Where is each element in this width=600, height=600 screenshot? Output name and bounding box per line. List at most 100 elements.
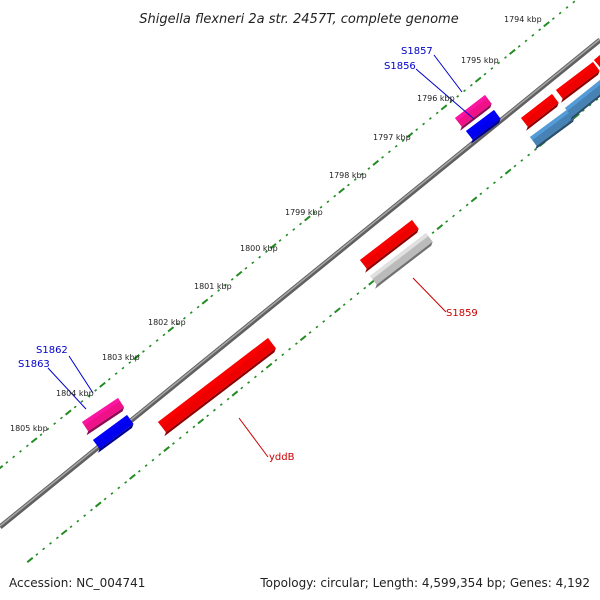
tick-label-1804: 1804 kbp — [56, 389, 94, 398]
gene-s1862-highlight — [82, 398, 121, 426]
tick-label-1799: 1799 kbp — [285, 208, 323, 217]
inner-track-tick — [76, 519, 80, 523]
inner-track-tick — [219, 403, 223, 407]
gene-label-yddB[interactable]: yddB — [269, 452, 295, 463]
gene-s1863[interactable] — [93, 415, 134, 453]
inner-track-tick — [465, 203, 469, 207]
outer-track-tick — [25, 444, 29, 448]
outer-track-tick — [99, 381, 106, 388]
gene-steel-a-face — [530, 109, 575, 146]
inner-track-tick — [520, 159, 524, 162]
inner-track-tick — [436, 224, 444, 231]
inner-track-tick — [253, 375, 257, 379]
outer-track-tick — [312, 211, 316, 215]
callout-lines — [47, 54, 475, 458]
inner-track-tick — [445, 220, 449, 223]
outer-track-tick — [189, 311, 193, 315]
gene-steel-b[interactable] — [565, 80, 600, 121]
gene-red-mid-shadow — [365, 228, 419, 273]
outer-track-tick — [372, 159, 380, 166]
outer-track-tick — [258, 255, 262, 259]
tick-label-1798: 1798 kbp — [329, 171, 367, 180]
gene-red-b-highlight — [556, 62, 596, 94]
gene-red-mid[interactable] — [360, 220, 419, 273]
gene-label-s1857[interactable]: S1857 — [401, 46, 433, 57]
tick-label-1805: 1805 kbp — [10, 424, 48, 433]
gene-label-s1863[interactable]: S1863 — [18, 359, 50, 370]
outer-track-tick — [80, 400, 84, 403]
inner-track-tick — [294, 342, 298, 346]
outer-track-tick — [39, 433, 43, 437]
outer-track-tick — [508, 48, 516, 55]
gene-steel-a[interactable] — [530, 109, 575, 150]
inner-track-tick — [504, 168, 512, 175]
outer-track-tick — [19, 449, 22, 453]
inner-track-tick — [486, 186, 490, 190]
outer-track-tick — [53, 422, 57, 426]
gene-label-s1862[interactable]: S1862 — [36, 345, 68, 356]
gene-red-a-highlight — [521, 94, 555, 121]
inner-track-tick — [308, 331, 312, 334]
outer-track-tick — [64, 409, 72, 416]
inner-track-tick — [342, 303, 346, 307]
callout-line-s1862 — [68, 355, 94, 394]
outer-track-tick — [196, 305, 200, 309]
inner-track-tick — [137, 469, 141, 473]
outer-track-tick — [94, 388, 98, 392]
outer-track-tick — [333, 194, 337, 198]
gene-yddB-face — [158, 338, 276, 433]
outer-track-tick — [46, 427, 50, 431]
outer-track-tick — [162, 333, 166, 337]
outer-track-tick — [217, 289, 221, 292]
outer-track-tick — [114, 372, 118, 376]
inner-track-tick — [513, 164, 517, 168]
gene-steel-a-shadow — [535, 117, 575, 150]
inner-track-tick — [288, 347, 291, 351]
outer-track-tick — [367, 167, 371, 170]
outer-track-tick — [415, 128, 419, 131]
gene-s1862[interactable] — [82, 398, 125, 436]
inner-track-tick — [83, 514, 87, 518]
outer-track-tick — [497, 61, 501, 65]
outer-track-tick — [30, 437, 38, 444]
inner-track-tick — [329, 314, 332, 318]
callout-line-yddB — [238, 417, 269, 458]
inner-track-tick — [117, 486, 121, 490]
outer-track-tick — [319, 205, 323, 209]
gene-s1862-face — [82, 398, 125, 432]
inner-track-tick — [479, 192, 483, 196]
gene-s1857-highlight — [455, 95, 488, 122]
gene-yddB[interactable] — [158, 338, 276, 437]
outer-track-tick — [183, 316, 186, 320]
outer-track-tick — [543, 21, 550, 28]
outer-track-tick — [474, 76, 482, 83]
inner-track-tick — [35, 553, 39, 556]
gene-label-s1859[interactable]: S1859 — [446, 308, 478, 319]
outer-track-tick — [210, 294, 214, 298]
gene-s1859[interactable] — [370, 233, 433, 289]
gene-red-b[interactable] — [556, 62, 600, 103]
gene-s1856-highlight — [466, 110, 497, 135]
outer-track-tick — [60, 416, 63, 420]
outer-track-tick — [12, 455, 16, 459]
gene-red-c-highlight — [594, 55, 600, 63]
tick-label-1794: 1794 kbp — [504, 15, 542, 24]
gene-red-a[interactable] — [521, 94, 559, 131]
inner-track-tick — [247, 381, 250, 384]
outer-track-tick — [304, 215, 311, 222]
inner-track-tick — [172, 442, 175, 445]
outer-track-tick — [251, 261, 255, 265]
gene-s1857[interactable] — [455, 95, 492, 131]
inner-track-tick — [94, 501, 102, 508]
gene-label-s1856[interactable]: S1856 — [384, 61, 416, 72]
gene-s1856[interactable] — [466, 110, 501, 144]
outer-track-tick — [531, 33, 535, 37]
inner-track-tick — [103, 497, 107, 501]
inner-track-tick — [60, 529, 68, 536]
outer-track-tick — [73, 405, 77, 409]
inner-track-tick — [144, 464, 148, 468]
tick-label-1795: 1795 kbp — [461, 56, 499, 65]
inner-track-tick — [527, 153, 531, 157]
inner-track-tick — [595, 98, 599, 101]
